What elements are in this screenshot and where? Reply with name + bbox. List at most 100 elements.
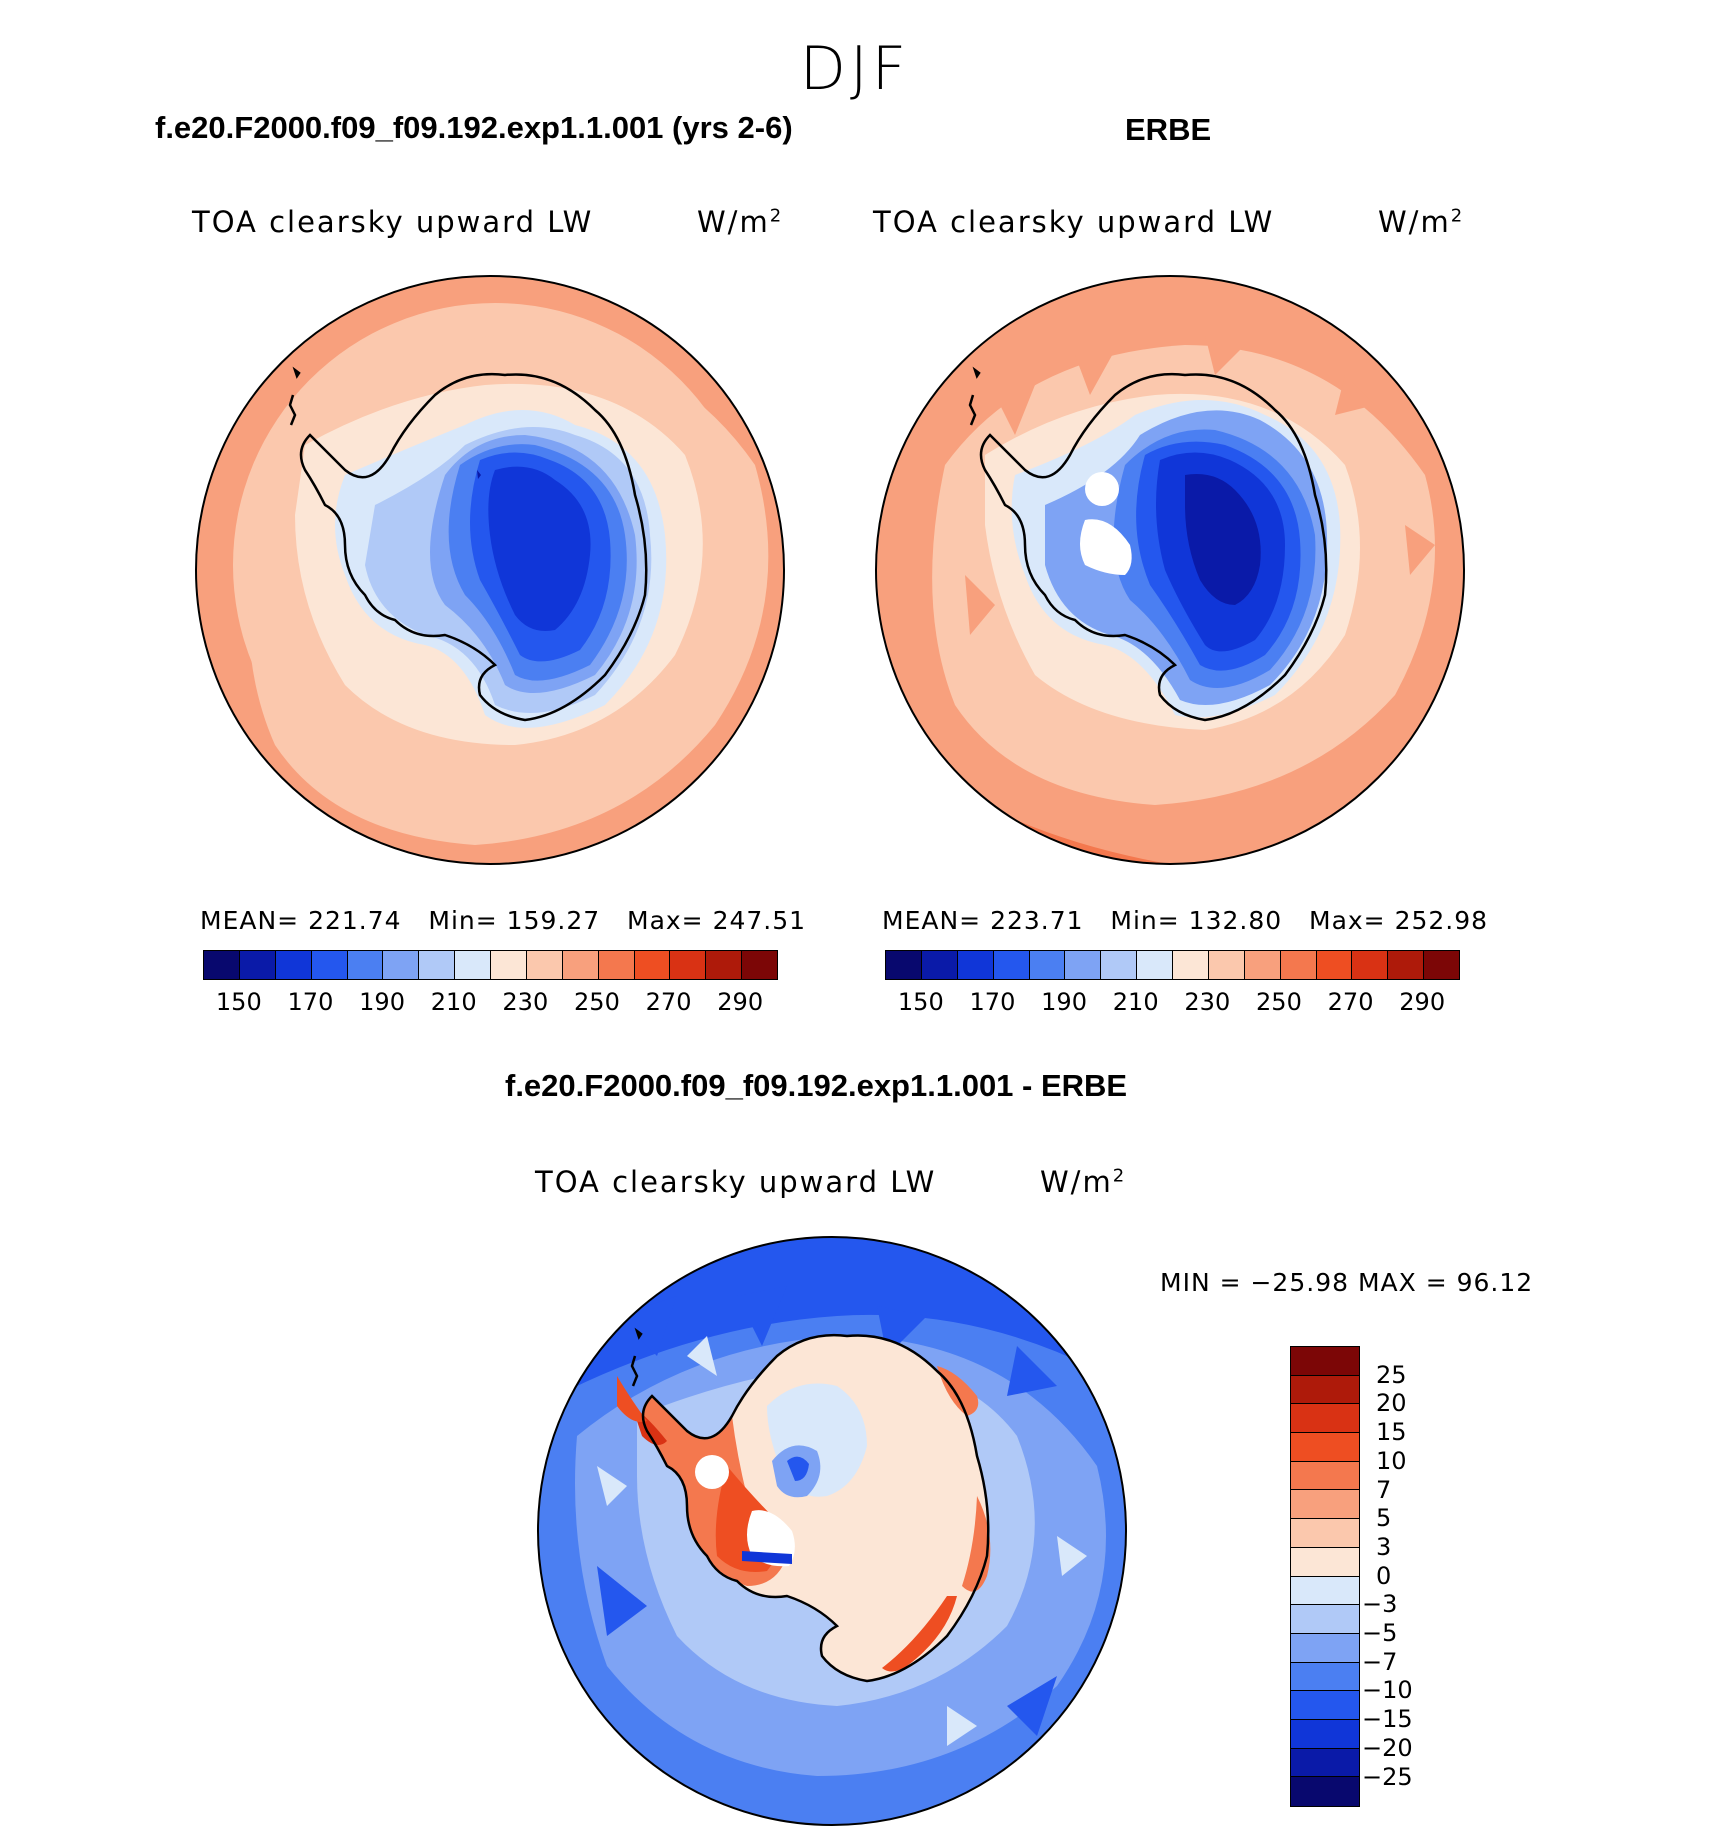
model-colorbar-color-bin — [311, 951, 348, 979]
obs-colorbar-color-bin — [1208, 951, 1245, 979]
model-colorbar-color-bin — [742, 951, 777, 979]
model-panel-title: f.e20.F2000.f09_f09.192.exp1.1.001 (yrs … — [155, 110, 793, 145]
diff-colorbar-color-bin — [1291, 1490, 1359, 1520]
model-colorbar-color-bin — [419, 951, 456, 979]
diff-colorbar-tick-label: 3 — [1376, 1532, 1392, 1561]
diff-colorbar — [1290, 1346, 1360, 1807]
diff-colorbar-color-bin — [1291, 1633, 1359, 1663]
diff-colorbar-color-bin — [1291, 1375, 1359, 1405]
obs-colorbar-tick-label: 290 — [1399, 988, 1446, 1016]
obs-colorbar-color-bin — [957, 951, 994, 979]
model-colorbar-tick-label: 250 — [574, 988, 620, 1016]
season-title: DJF — [799, 34, 911, 104]
obs-colorbar-color-bin — [1424, 951, 1459, 979]
model-stats: MEAN= 221.74 Min= 159.27 Max= 247.51 — [200, 906, 807, 935]
diff-colorbar-tick-label: −3 — [1362, 1590, 1398, 1619]
model-colorbar-tick-label: 270 — [645, 988, 692, 1016]
obs-stats: MEAN= 223.71 Min= 132.80 Max= 252.98 — [882, 906, 1489, 935]
obs-colorbar — [885, 950, 1460, 980]
model-colorbar-tick-label: 170 — [287, 988, 334, 1016]
diff-polar-map — [537, 1236, 1127, 1826]
diff-colorbar-color-bin — [1291, 1748, 1359, 1778]
model-colorbar-color-bin — [239, 951, 276, 979]
model-colorbar-color-bin — [634, 951, 671, 979]
obs-field-label: TOA clearsky upward LW — [873, 205, 1275, 239]
obs-colorbar-color-bin — [1316, 951, 1353, 979]
diff-colorbar-tick-label: −15 — [1362, 1705, 1413, 1734]
diff-colorbar-tick-label: −5 — [1362, 1619, 1398, 1647]
obs-panel-title: ERBE — [1125, 112, 1212, 147]
diff-colorbar-labels: 25 20 15 10 7 5 3 0 −3 −5 −7 −10 −15 −20 −25 — [1362, 1346, 1486, 1806]
diff-colorbar-color-bin — [1291, 1547, 1359, 1577]
obs-colorbar-color-bin — [1352, 951, 1389, 979]
obs-colorbar-color-bin — [921, 951, 958, 979]
diff-colorbar-tick-label: 10 — [1376, 1446, 1407, 1475]
obs-colorbar-tick-label: 150 — [897, 988, 944, 1016]
diff-colorbar-color-bin — [1291, 1404, 1359, 1434]
model-field-label: TOA clearsky upward LW — [192, 205, 594, 239]
obs-colorbar-tick-label: 250 — [1256, 988, 1302, 1016]
diff-colorbar-color-bin — [1291, 1576, 1359, 1606]
obs-colorbar-color-bin — [1029, 951, 1066, 979]
model-colorbar-color-bin — [670, 951, 707, 979]
obs-colorbar-color-bin — [993, 951, 1030, 979]
diff-colorbar-tick-label: 25 — [1376, 1360, 1407, 1389]
diff-minmax: MIN = −25.98 MAX = 96.12 — [1160, 1268, 1534, 1297]
diff-colorbar-color-bin — [1291, 1461, 1359, 1491]
model-colorbar-color-bin — [455, 951, 491, 979]
diff-colorbar-tick-label: 0 — [1376, 1561, 1392, 1590]
diff-colorbar-tick-label: 20 — [1376, 1389, 1407, 1418]
obs-colorbar-tick-label: 210 — [1112, 988, 1159, 1016]
obs-colorbar-color-bin — [1173, 951, 1209, 979]
diff-colorbar-color-bin — [1291, 1719, 1359, 1749]
diff-colorbar-tick-label: −10 — [1362, 1676, 1413, 1705]
model-colorbar-color-bin — [706, 951, 743, 979]
model-polar-map — [195, 275, 785, 865]
model-colorbar-tick-label: 290 — [717, 988, 764, 1016]
diff-colorbar-tick-label: 7 — [1376, 1475, 1392, 1504]
model-units: W/m2 — [697, 205, 782, 239]
diff-colorbar-color-bin — [1291, 1433, 1359, 1462]
model-colorbar-labels: 150 170 190 210 230 250 270 290 — [203, 988, 776, 1018]
diff-colorbar-tick-label: −20 — [1362, 1733, 1413, 1762]
model-colorbar-color-bin — [347, 951, 384, 979]
obs-polar-map — [875, 275, 1465, 865]
diff-colorbar-color-bin — [1291, 1519, 1359, 1548]
obs-colorbar-color-bin — [886, 951, 922, 979]
model-colorbar-tick-label: 190 — [359, 988, 405, 1016]
diff-colorbar-color-bin — [1291, 1347, 1359, 1376]
diff-units: W/m2 — [1040, 1165, 1125, 1199]
model-colorbar-color-bin — [491, 951, 527, 979]
diff-colorbar-color-bin — [1291, 1691, 1359, 1720]
model-colorbar-color-bin — [204, 951, 240, 979]
model-colorbar — [203, 950, 778, 980]
obs-colorbar-color-bin — [1137, 951, 1173, 979]
obs-colorbar-tick-label: 270 — [1327, 988, 1374, 1016]
diff-colorbar-tick-label: −25 — [1362, 1762, 1413, 1791]
obs-colorbar-color-bin — [1101, 951, 1138, 979]
model-colorbar-tick-label: 150 — [215, 988, 262, 1016]
diff-colorbar-color-bin — [1291, 1662, 1359, 1692]
obs-colorbar-tick-label: 230 — [1184, 988, 1231, 1016]
model-colorbar-color-bin — [526, 951, 563, 979]
obs-colorbar-color-bin — [1280, 951, 1317, 979]
diff-field-label: TOA clearsky upward LW — [535, 1165, 937, 1199]
obs-colorbar-color-bin — [1388, 951, 1425, 979]
diff-colorbar-tick-label: 15 — [1376, 1418, 1407, 1447]
obs-colorbar-color-bin — [1065, 951, 1102, 979]
model-colorbar-tick-label: 230 — [502, 988, 549, 1016]
diff-colorbar-color-bin — [1291, 1605, 1359, 1634]
obs-colorbar-tick-label: 190 — [1041, 988, 1087, 1016]
model-colorbar-color-bin — [275, 951, 312, 979]
model-colorbar-color-bin — [562, 951, 599, 979]
diff-colorbar-color-bin — [1291, 1777, 1359, 1806]
obs-colorbar-color-bin — [1244, 951, 1281, 979]
model-colorbar-tick-label: 210 — [430, 988, 477, 1016]
model-colorbar-color-bin — [598, 951, 635, 979]
obs-colorbar-labels: 150 170 190 210 230 250 270 290 — [885, 988, 1458, 1018]
model-colorbar-color-bin — [383, 951, 420, 979]
diff-colorbar-tick-label: −7 — [1362, 1647, 1398, 1676]
diff-colorbar-tick-label: 5 — [1376, 1504, 1392, 1533]
obs-colorbar-tick-label: 170 — [969, 988, 1016, 1016]
obs-units: W/m2 — [1378, 205, 1463, 239]
